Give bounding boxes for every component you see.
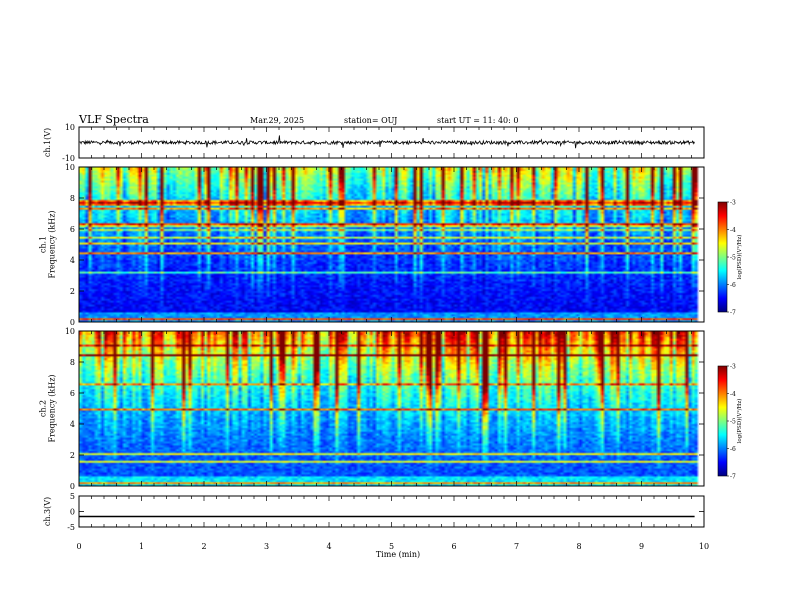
colorbar-label: log(PSD)(V²/Hz) xyxy=(736,235,743,280)
y-axis-label: ch.1 xyxy=(39,236,48,253)
x-tick-label: 6 xyxy=(451,542,456,551)
panel-frame xyxy=(78,126,705,159)
x-tick-label: 0 xyxy=(76,542,81,551)
ch1-colorbar: -3 -4 -5 -6 -7 log(PSD)(V²/Hz) xyxy=(717,200,743,317)
y-tick-label: 0 xyxy=(70,482,75,491)
colorbar-label: log(PSD)(V²/Hz) xyxy=(736,399,743,444)
colorbar-tick-label: -7 xyxy=(730,310,736,317)
ch1-waveform-panel: 10 -10 ch.1(V) xyxy=(43,123,705,163)
colorbar-tick-label: -7 xyxy=(730,474,736,481)
station-label: station= OUJ xyxy=(344,116,397,125)
y-tick-label: 4 xyxy=(70,420,75,429)
x-tick-label: 2 xyxy=(201,542,206,551)
y-tick-label: 2 xyxy=(70,287,75,296)
colorbar-scale xyxy=(717,201,728,313)
start-time-label: start UT = 11: 40: 0 xyxy=(437,116,518,125)
colorbar-tick-label: -6 xyxy=(730,282,736,289)
colorbar-tick-label: -4 xyxy=(730,391,736,398)
x-tick-label: 5 xyxy=(389,542,394,551)
colorbar-tick-label: -6 xyxy=(730,446,736,453)
colorbar-tick-label: -5 xyxy=(730,255,736,262)
spectrogram-image xyxy=(79,331,704,486)
spectrogram-image xyxy=(79,167,704,322)
date-label: Mar.29, 2025 xyxy=(250,116,304,125)
x-tick-label: 10 xyxy=(699,542,709,551)
colorbar-tick-label: -5 xyxy=(730,419,736,426)
y-tick-label: 4 xyxy=(70,256,75,265)
x-tick-label: 7 xyxy=(514,542,519,551)
colorbar-tick-label: -3 xyxy=(730,200,736,207)
y-tick-label: 0 xyxy=(70,508,75,517)
panel-frame xyxy=(78,330,705,487)
y-tick-label: -10 xyxy=(62,154,75,163)
colorbar-tick-label: -3 xyxy=(730,364,736,371)
x-tick-label: 8 xyxy=(576,542,581,551)
x-axis-label: Time (min) xyxy=(376,550,420,559)
x-tick-label: 3 xyxy=(264,542,269,551)
y-tick-label: 6 xyxy=(70,389,75,398)
y-tick-label: 8 xyxy=(70,194,75,203)
y-axis-label: Frequency (kHz) xyxy=(48,374,57,442)
y-axis-label: Frequency (kHz) xyxy=(48,210,57,278)
y-axis-label: ch.2 xyxy=(39,400,48,417)
x-tick-label: 1 xyxy=(139,542,144,551)
y-tick-label: 6 xyxy=(70,225,75,234)
y-tick-label: 10 xyxy=(65,123,75,132)
colorbar-scale xyxy=(717,365,728,477)
y-axis-label: ch.3(V) xyxy=(43,497,52,526)
ch2-colorbar: -3 -4 -5 -6 -7 log(PSD)(V²/Hz) xyxy=(717,364,743,481)
figure-title: VLF Spectra xyxy=(78,113,149,126)
y-axis-label: ch.1(V) xyxy=(43,128,52,157)
y-tick-label: 10 xyxy=(65,163,75,172)
x-tick-label: 4 xyxy=(326,542,331,551)
ch1-spectrogram-panel: 0 2 4 6 8 10 ch.1 Frequency (kHz) xyxy=(39,163,705,327)
y-tick-label: -5 xyxy=(67,523,75,532)
ch2-spectrogram-panel: 0 2 4 6 8 10 ch.2 Frequency (kHz) xyxy=(39,327,705,491)
waveform-trace xyxy=(79,135,695,149)
panel-frame xyxy=(78,166,705,323)
y-tick-label: 2 xyxy=(70,451,75,460)
colorbar-tick-label: -4 xyxy=(730,227,736,234)
y-tick-label: 10 xyxy=(65,327,75,336)
x-tick-label: 9 xyxy=(639,542,644,551)
y-tick-label: 0 xyxy=(70,318,75,327)
y-tick-label: 5 xyxy=(70,492,75,501)
time-axis: 0 1 2 3 4 5 6 7 8 9 10 xyxy=(76,542,709,551)
y-tick-label: 8 xyxy=(70,358,75,367)
ch3-waveform-panel: 5 0 -5 ch.3(V) xyxy=(43,492,705,532)
